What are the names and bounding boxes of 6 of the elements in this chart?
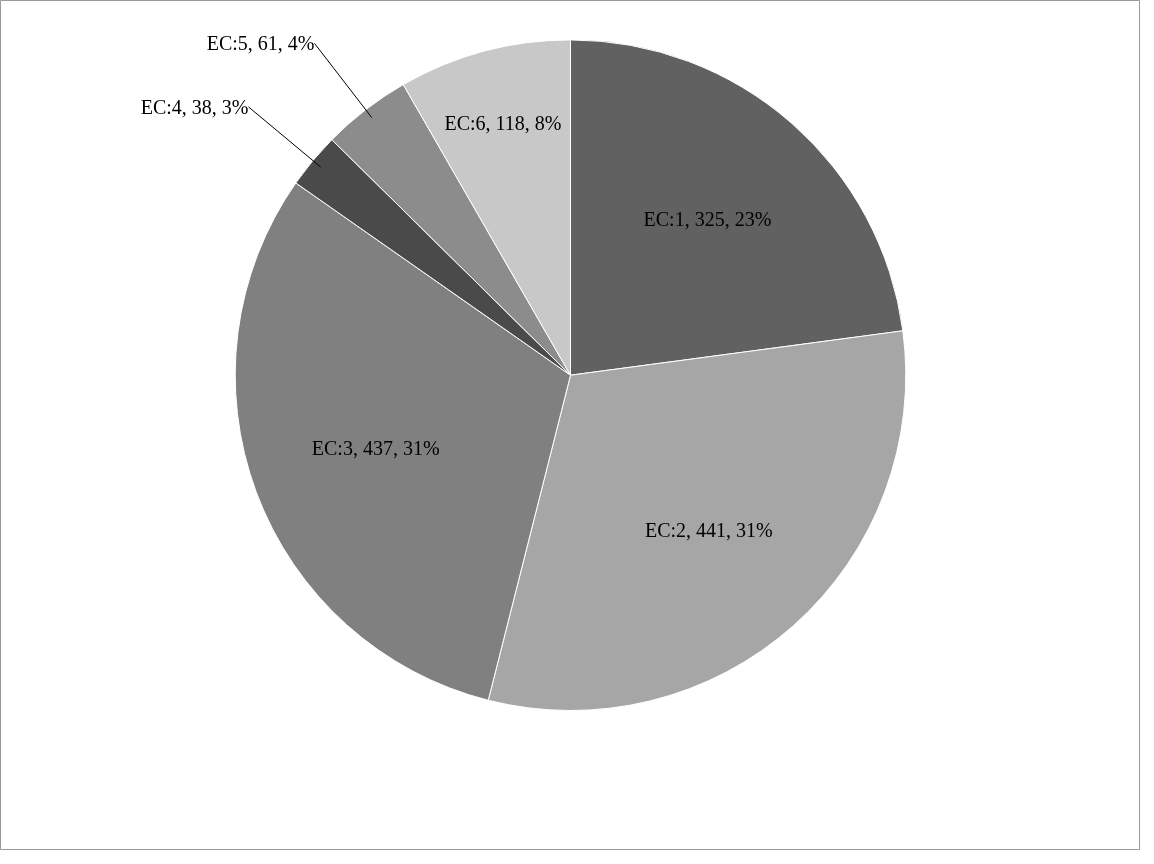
slice-label: EC:4, 38, 3% <box>140 95 249 118</box>
slice-label: EC:3, 437, 31% <box>311 436 440 459</box>
slice-label: EC:6, 118, 8% <box>444 111 562 134</box>
slice-label: EC:2, 441, 31% <box>644 519 773 542</box>
slice-label: EC:1, 325, 23% <box>643 207 772 230</box>
slice-label: EC:5, 61, 4% <box>206 32 315 55</box>
